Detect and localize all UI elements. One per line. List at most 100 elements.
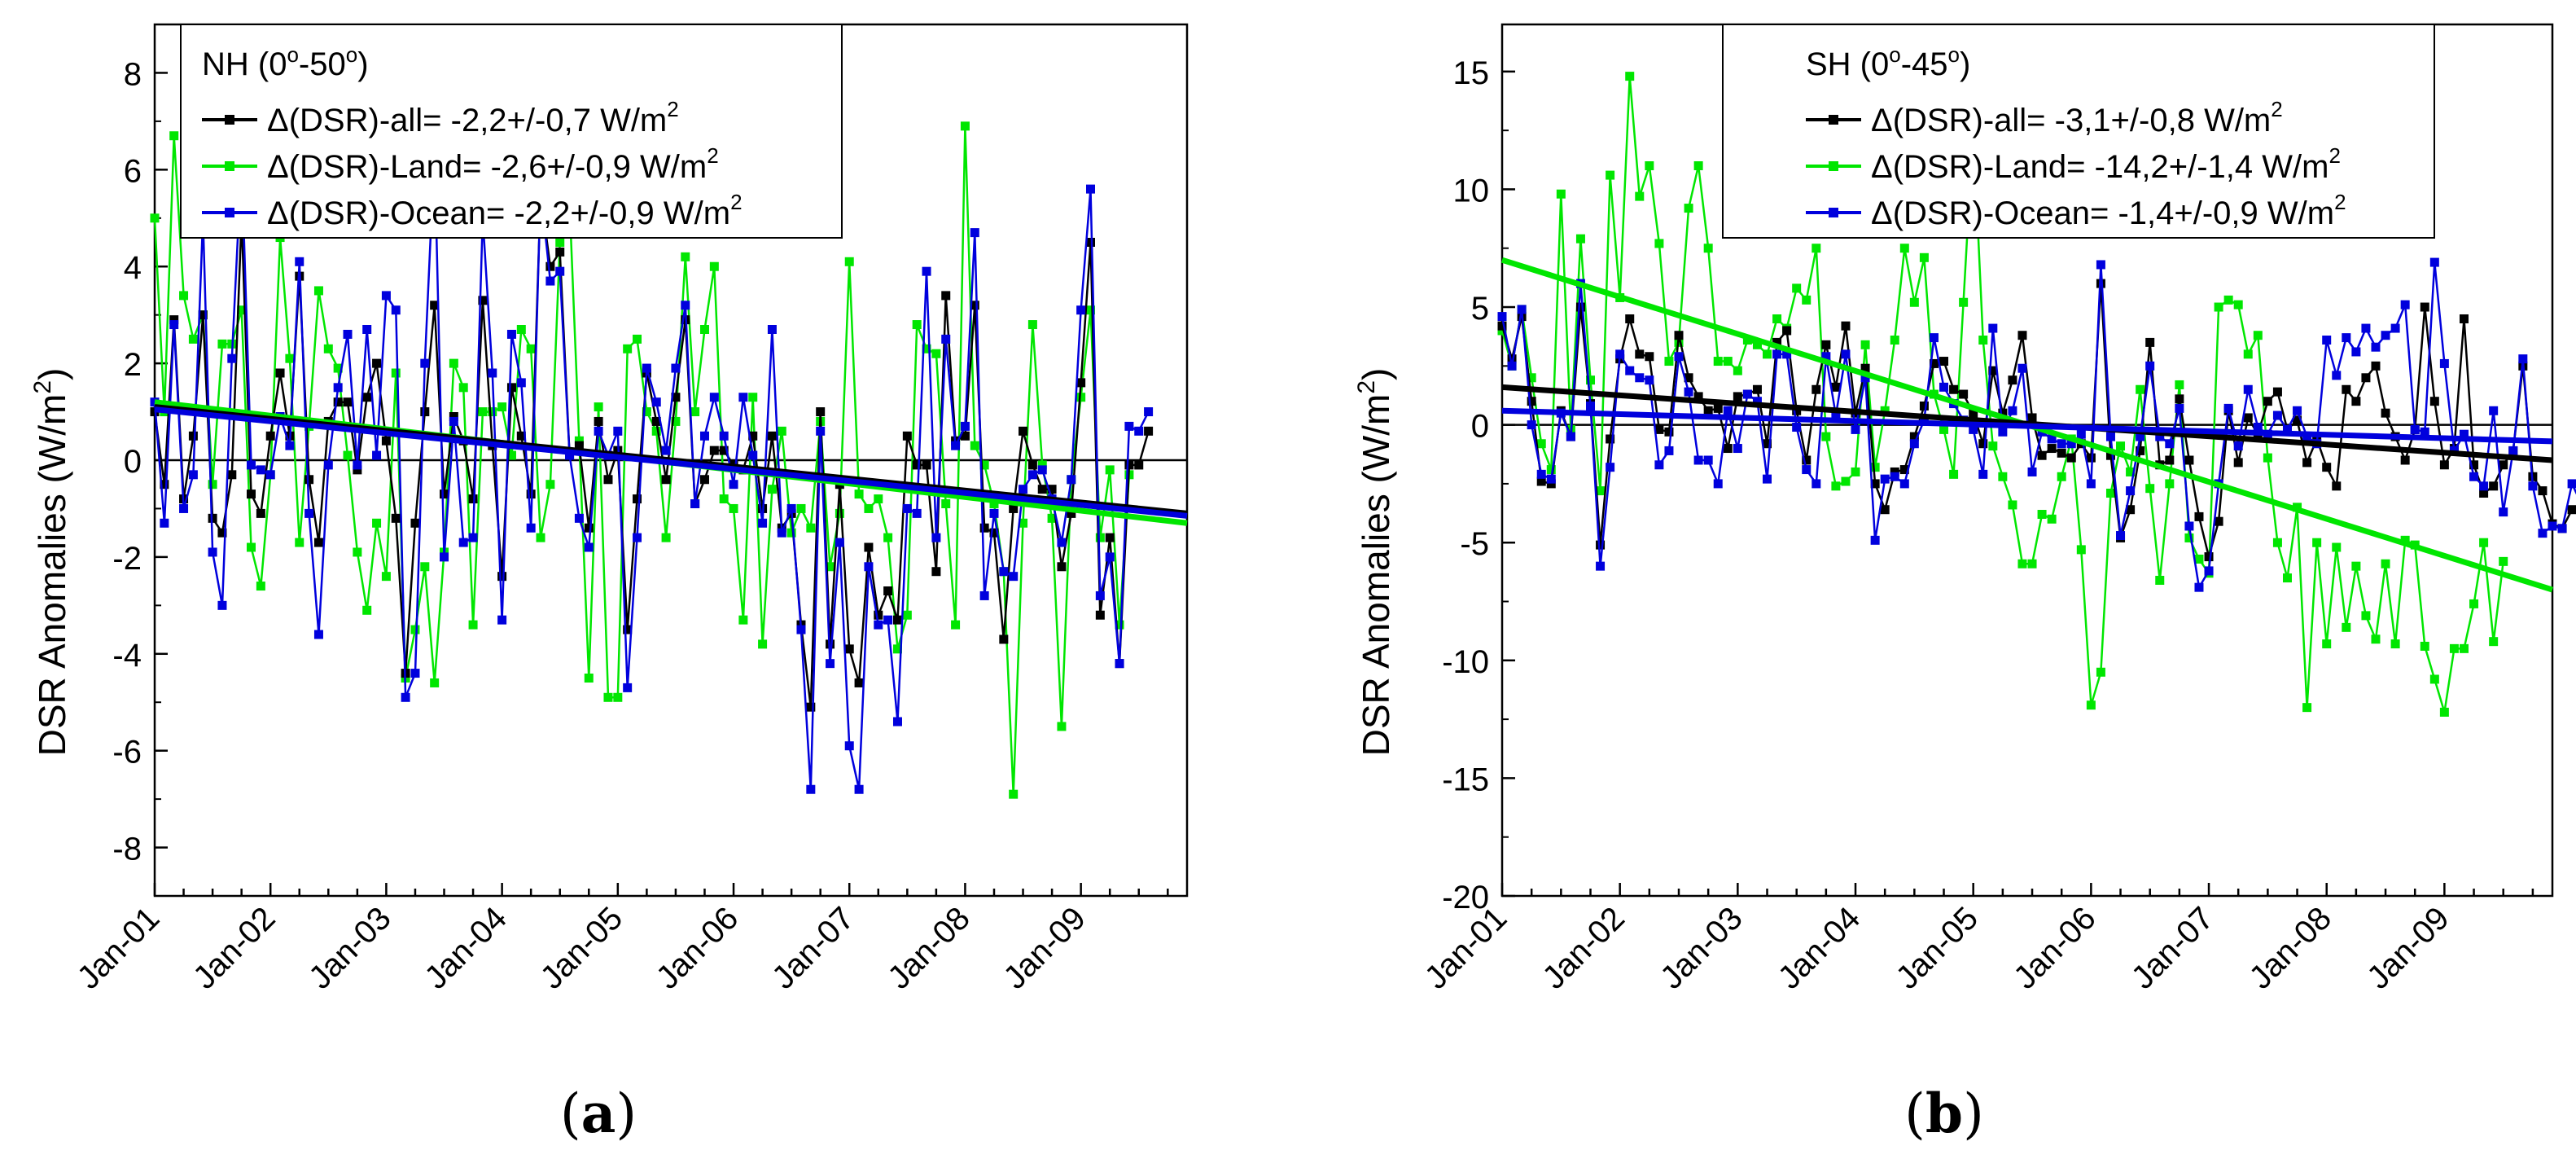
data-point-ocean [1674,352,1684,362]
data-point-ocean [227,353,237,363]
data-point-land [941,499,951,508]
x-tick-label: Jan-06 [650,900,746,996]
data-point-all [2057,448,2066,458]
legend-entry-all-a: Δ(DSR)-all= -2,2+/-0,7 W/m2 [267,97,679,138]
data-point-land [468,620,478,630]
data-point-land [381,572,391,582]
data-point-ocean [2381,331,2390,340]
data-point-land [333,363,343,373]
data-point-land [1019,518,1028,528]
data-point-land [208,480,217,490]
data-point-land [1536,439,1546,449]
data-point-land [1733,366,1742,375]
legend-entry-ocean-b: Δ(DSR)-Ocean= -1,4+/-0,9 W/m2 [1871,190,2346,231]
data-point-all [931,567,941,577]
data-point-land [786,528,796,538]
data-point-all [1674,331,1684,340]
data-point-land [1596,486,1606,496]
data-point-all [247,490,256,499]
data-point-all [1959,389,1969,399]
data-point-land [854,490,864,499]
data-point-all [2322,463,2332,472]
data-point-land [1556,189,1566,199]
data-point-all [1949,384,1959,394]
data-point-land [1742,336,1752,345]
data-point-all [2008,375,2017,385]
data-point-land [545,480,555,490]
data-point-land [1693,161,1703,171]
data-point-ocean [864,562,874,572]
data-point-land [912,320,922,330]
data-point-land [1812,244,1821,253]
x-tick-label: Jan-05 [1889,900,1985,996]
data-point-all [1821,340,1831,349]
data-point-land [1851,467,1860,476]
data-point-all [2272,387,2282,397]
y-tick-label: 6 [124,153,142,189]
data-point-land [458,383,468,393]
data-point-land [2489,637,2499,647]
data-point-ocean [1536,469,1546,479]
data-point-land [247,542,256,552]
data-point-ocean [2066,439,2076,449]
data-point-all [169,315,179,325]
data-point-land [826,562,835,572]
x-axis-b: Jan-01 Jan-02 Jan-03 Jan-04 Jan-05 Jan-06 Jan-… [1418,883,2534,996]
data-point-ocean [633,533,642,542]
data-point-land [777,426,786,436]
data-point-ocean [1067,475,1076,485]
data-point-all [1635,349,1645,359]
data-point-land [1939,424,1949,434]
data-point-all [2302,458,2312,468]
data-point-ocean [1890,472,1899,481]
data-point-all [844,644,854,654]
data-point-ocean [2518,354,2528,364]
legend-marker-ocean-b [1829,208,1838,217]
data-point-ocean [1713,479,1723,489]
data-point-all [574,441,584,450]
data-point-ocean [295,257,304,266]
panel-label-a: (a) [560,1082,637,1145]
data-point-ocean [1812,479,1821,489]
data-point-all [1802,455,1812,465]
data-point-land [1703,244,1713,253]
data-point-ocean [738,393,748,402]
data-point-ocean [208,547,217,557]
trend-line-ocean [154,406,1188,519]
data-point-land [2469,599,2479,608]
data-point-ocean [555,266,565,276]
trend-line-ocean [1501,407,2553,445]
data-point-all [343,397,353,407]
data-point-all [2037,450,2047,460]
data-point-land [796,503,806,513]
data-point-all [633,494,642,504]
data-point-ocean [1527,420,1536,430]
data-point-ocean [488,368,497,378]
data-point-all [2439,460,2449,470]
data-point-ocean [2489,406,2499,415]
data-point-all [1929,358,1939,368]
data-point-all [2126,505,2136,515]
data-point-land [2184,533,2194,542]
y-tick-label: -15 [1442,762,1489,797]
data-point-all [2243,413,2253,423]
data-point-all [2499,460,2508,470]
legend-entry-all-b: Δ(DSR)-all= -3,1+/-0,8 W/m2 [1871,97,2283,138]
data-point-all [1497,321,1507,331]
data-point-ocean [574,513,584,523]
data-point-all [1899,465,1909,475]
data-point-land [979,460,989,470]
data-point-all [2105,450,2115,460]
data-point-all [440,490,449,499]
data-point-all [265,431,275,441]
data-point-land [1115,620,1124,630]
data-point-all [2420,302,2429,312]
data-point-ocean [2165,439,2175,449]
data-point-land [883,533,893,542]
data-point-land [1792,283,1802,293]
trend-lines-b [1500,257,2554,593]
data-point-land [497,402,507,412]
data-point-all [256,508,265,518]
data-point-land [642,407,651,417]
